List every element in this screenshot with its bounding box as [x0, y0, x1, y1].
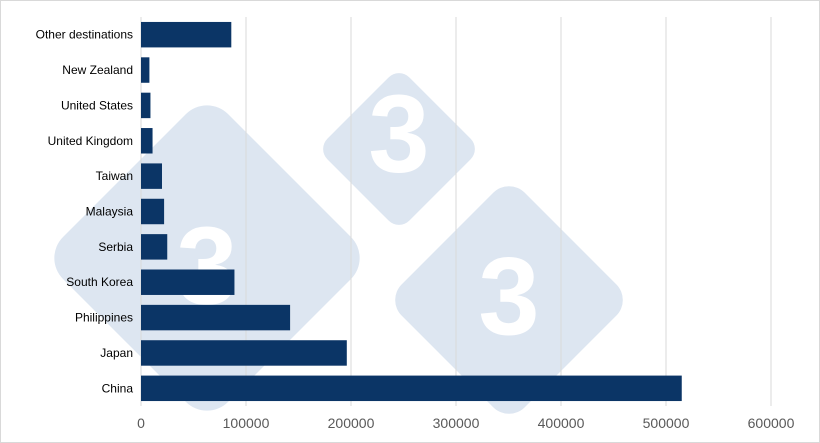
bar-philippines — [141, 304, 291, 331]
watermark-digit: 3 — [368, 73, 429, 196]
category-label: China — [102, 381, 134, 395]
category-label: Japan — [100, 346, 133, 360]
bar-south-korea — [141, 269, 235, 295]
category-label: Malaysia — [86, 205, 134, 219]
bars — [141, 21, 682, 402]
bar-china — [141, 375, 682, 402]
watermark-logo: 333 — [54, 73, 623, 414]
watermark-diamond-shape — [54, 105, 360, 411]
category-label: United States — [61, 98, 133, 112]
x-tick-label: 400000 — [538, 415, 585, 431]
bar-serbia — [141, 234, 168, 260]
bar-malaysia — [141, 198, 165, 225]
bar-united-kingdom — [141, 128, 153, 154]
bar-other-destinations — [141, 21, 232, 48]
category-label: Serbia — [98, 240, 133, 254]
category-label: United Kingdom — [48, 134, 133, 148]
x-tick-label: 0 — [137, 415, 145, 431]
category-label: South Korea — [66, 275, 133, 289]
x-tick-label: 600000 — [748, 415, 795, 431]
category-label: New Zealand — [62, 63, 133, 77]
watermark-diamond-shape — [395, 186, 623, 414]
bar-japan — [141, 340, 347, 366]
category-label: Taiwan — [96, 169, 133, 183]
x-tick-label: 500000 — [643, 415, 690, 431]
watermark-diamond-top: 3 — [323, 73, 475, 225]
x-tick-label: 200000 — [328, 415, 375, 431]
bar-taiwan — [141, 163, 162, 189]
category-labels: China Japan Philippines South Korea Serbia Ma… — [36, 28, 134, 396]
bar-new-zealand — [141, 57, 150, 83]
category-label: Other destinations — [36, 28, 133, 42]
bar-united-states — [141, 92, 151, 119]
watermark-diamond-right: 3 — [395, 186, 623, 414]
watermark-digit: 3 — [478, 235, 539, 358]
x-tick-label: 100000 — [223, 415, 270, 431]
x-tick-label: 300000 — [433, 415, 480, 431]
x-tick-labels: 0 100000 200000 300000 400000 500000 600000 — [137, 415, 794, 431]
category-label: Philippines — [75, 311, 133, 325]
watermark-diamond-shape — [323, 73, 475, 225]
